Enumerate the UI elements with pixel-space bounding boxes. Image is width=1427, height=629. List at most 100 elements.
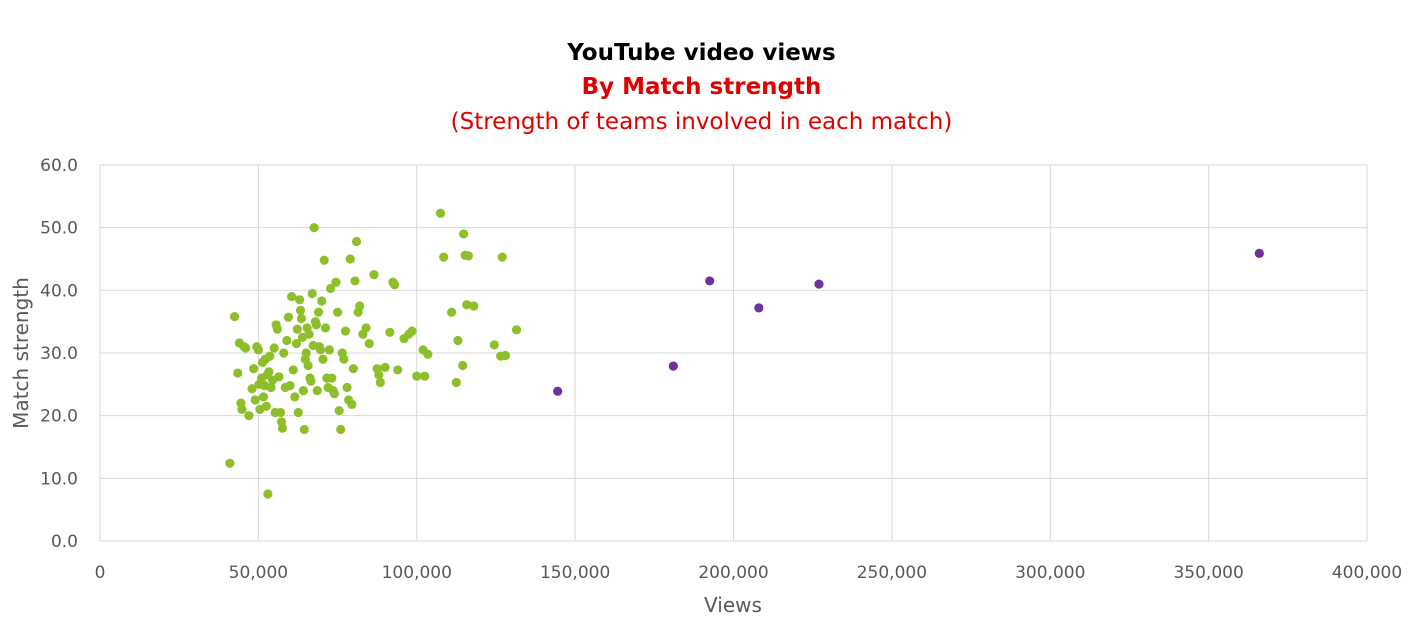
y-axis-label: Match strength: [9, 277, 33, 429]
green-data-point: [258, 392, 269, 402]
green-data-point: [311, 320, 321, 330]
purple-data-point: [668, 361, 678, 371]
green-data-point: [272, 324, 282, 334]
green-data-point: [459, 229, 469, 239]
x-tick-label: 150,000: [540, 563, 610, 583]
green-data-point: [309, 223, 319, 233]
chart-titles: YouTube video views By Match strength (S…: [0, 36, 1403, 140]
x-tick-label: 350,000: [1173, 563, 1243, 583]
green-data-point: [304, 329, 314, 339]
green-data-point: [412, 371, 422, 381]
green-data-point: [230, 312, 240, 322]
green-data-point: [277, 423, 288, 433]
green-data-point: [315, 345, 326, 355]
green-data-point: [264, 367, 274, 377]
chart-subtitle-note: (Strength of teams involved in each matc…: [450, 109, 953, 135]
green-data-point: [269, 343, 279, 353]
green-data-point: [247, 384, 257, 394]
green-data-point: [290, 392, 300, 402]
green-data-point: [329, 389, 339, 399]
green-data-point: [355, 301, 365, 311]
green-data-point: [334, 406, 344, 416]
green-data-point: [319, 255, 329, 265]
green-data-point: [407, 326, 417, 336]
purple-data-point: [1254, 248, 1264, 258]
green-data-point: [306, 376, 316, 386]
green-data-point: [274, 372, 284, 382]
green-data-point: [361, 323, 371, 333]
green-data-point: [489, 340, 499, 350]
green-data-point: [374, 370, 384, 380]
green-data-point: [420, 371, 430, 381]
green-data-point: [283, 312, 294, 322]
x-tick-label: 0: [95, 563, 106, 583]
green-data-point: [293, 407, 303, 418]
green-data-point: [298, 386, 308, 396]
green-data-point: [292, 324, 302, 334]
green-data-point: [375, 377, 385, 388]
green-data-point: [350, 276, 360, 286]
green-data-point: [380, 362, 390, 373]
green-data-point: [296, 313, 307, 324]
green-data-point: [458, 360, 468, 371]
x-tick-label: 250,000: [857, 563, 927, 583]
data-points: [225, 208, 1264, 499]
green-data-point: [469, 301, 479, 311]
green-data-point: [233, 368, 243, 378]
purple-data-point: [754, 303, 764, 313]
green-data-point: [263, 489, 273, 499]
green-data-point: [342, 382, 352, 393]
green-data-point: [339, 354, 349, 364]
green-data-point: [463, 251, 473, 261]
green-data-point: [336, 424, 346, 435]
green-data-point: [299, 424, 309, 435]
green-data-point: [497, 252, 507, 262]
green-data-point: [347, 399, 357, 409]
green-data-point: [423, 349, 433, 359]
green-data-point: [285, 380, 295, 391]
x-tick-label: 50,000: [229, 563, 288, 583]
green-data-point: [340, 326, 351, 336]
green-data-point: [462, 300, 472, 310]
green-data-point: [389, 280, 400, 290]
tick-labels: 0 50,000 100,000 150,000 200,000 250,000 300,0…: [40, 156, 1402, 583]
y-tick-label: 20.0: [40, 407, 78, 427]
y-tick-label: 50.0: [40, 219, 78, 239]
green-data-point: [348, 364, 358, 374]
green-data-point: [287, 292, 297, 302]
green-data-point: [241, 343, 251, 353]
green-data-point: [453, 335, 463, 346]
green-data-point: [325, 283, 336, 294]
green-data-point: [237, 404, 247, 414]
green-data-point: [393, 365, 403, 375]
green-data-point: [317, 296, 327, 306]
green-data-point: [288, 365, 298, 375]
green-data-point: [261, 401, 271, 411]
green-data-point: [294, 295, 305, 305]
purple-data-point: [814, 279, 824, 289]
purple-data-point: [553, 386, 563, 396]
green-data-point: [318, 354, 328, 364]
chart-title: YouTube video views: [567, 40, 836, 66]
chart-subtitle: By Match strength: [581, 74, 822, 100]
green-data-point: [369, 270, 379, 280]
green-data-point: [451, 377, 461, 388]
green-data-point: [345, 254, 355, 264]
y-tick-label: 60.0: [40, 156, 78, 176]
green-data-point: [225, 458, 235, 468]
green-data-point: [266, 382, 276, 393]
y-tick-label: 30.0: [40, 344, 78, 364]
green-data-point: [327, 373, 337, 383]
green-data-point: [253, 345, 263, 355]
green-data-point: [301, 348, 311, 358]
y-tick-label: 40.0: [40, 281, 78, 301]
green-data-point: [332, 307, 343, 317]
x-axis-label: Views: [704, 593, 762, 617]
green-data-point: [324, 345, 334, 355]
green-data-point: [435, 208, 446, 218]
x-tick-label: 200,000: [698, 563, 768, 583]
green-data-point: [265, 351, 275, 361]
green-data-point: [282, 335, 292, 346]
green-data-point: [250, 395, 260, 405]
